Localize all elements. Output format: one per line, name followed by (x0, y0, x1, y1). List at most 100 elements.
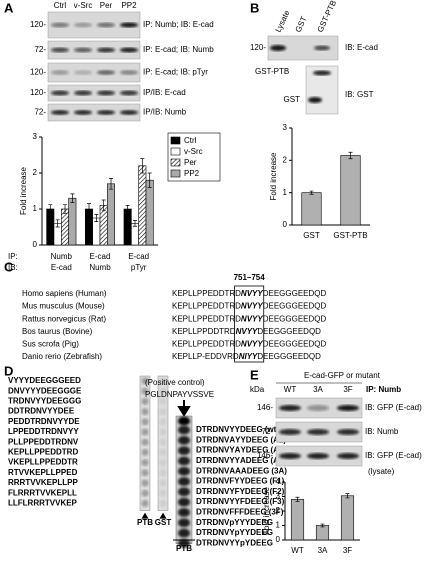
peptide: RTVVKEPLLPPED (8, 468, 78, 477)
sequence-part: NVYY (241, 289, 263, 298)
y-tick-label: 1 (283, 188, 288, 197)
sequence-part: KEPLLPPEDDTRD (172, 302, 241, 311)
sequence-part: YYDEEG (235, 435, 268, 444)
error-bar (94, 214, 99, 222)
band (51, 47, 69, 53)
band (337, 405, 359, 411)
band (307, 405, 329, 411)
y-tick-label: 0 (283, 220, 288, 229)
species: Homo sapiens (Human) (22, 289, 107, 298)
sequence-part: DTRDNV (196, 477, 230, 486)
blot-label: IP: E-cad; IB: Numb (143, 45, 214, 54)
band (51, 110, 69, 115)
legend-swatch (170, 158, 181, 167)
panel-label: D (4, 363, 13, 378)
dot (178, 487, 190, 497)
mw-marker: 120- (30, 68, 46, 77)
error-bar (109, 178, 114, 190)
sequence-part: DEEG (245, 497, 268, 506)
band (51, 70, 69, 75)
band (97, 47, 115, 53)
dot (159, 438, 167, 446)
x-tick-label: GST (303, 231, 320, 240)
dot (159, 397, 167, 405)
error-bar (345, 493, 350, 499)
mutant-label: (F3) (270, 497, 285, 506)
blot (47, 40, 141, 60)
band (74, 47, 92, 53)
dot (178, 518, 190, 528)
y-tick-label: 2 (283, 155, 288, 164)
control-seq: PGLDNPAYVSSVE (145, 390, 214, 399)
sequence-part: YYDEEG (234, 477, 267, 486)
sequence-part: DEEGGGEEDQD (263, 314, 327, 323)
sequence-part: DTRDNVYY (196, 456, 241, 465)
x-tick-label: E-cad (51, 263, 72, 272)
y-tick-label: 2 (33, 168, 38, 177)
blot (47, 103, 141, 122)
sequence-part: NVYY (241, 314, 263, 323)
bar (123, 208, 132, 246)
bar (61, 208, 69, 246)
mw-marker: 120- (30, 88, 46, 97)
sequence-part: NVYY (241, 302, 263, 311)
peptide: PEDDTRDNVYYDE (8, 417, 80, 426)
bar (145, 179, 154, 246)
mutant-label: (3A) (271, 466, 287, 475)
y-axis-label: Fold increase (262, 486, 271, 535)
dot (141, 459, 149, 467)
sequence-part: DTRDNV (196, 518, 230, 527)
peptide: DDTRDNVYYDEE (8, 407, 75, 416)
sequence-part: KEPLLP-EDDVRD (172, 352, 239, 361)
band (308, 97, 322, 103)
y-tick-label: 3 (276, 492, 281, 501)
bar (131, 223, 139, 246)
sequence-part: DEEGGGEEDQD (263, 289, 327, 298)
strip-arrow (141, 512, 149, 519)
error-bar (101, 199, 106, 212)
error-bar (86, 203, 91, 215)
mutant-label: (wt) (265, 425, 280, 434)
blot-sublabel: (lysate) (368, 467, 395, 476)
dot (178, 538, 190, 548)
dot (159, 408, 167, 416)
y-tick-label: 2 (276, 506, 281, 515)
lane-label: 3F (343, 385, 352, 394)
bar (138, 165, 147, 246)
sequence-part: DTRDNVY (196, 528, 235, 537)
band (279, 405, 301, 411)
dot (178, 497, 190, 507)
band (313, 70, 331, 76)
lane-label: WT (284, 385, 297, 394)
error-bar (147, 172, 152, 188)
sequence-part: A (229, 435, 235, 444)
lane-label: v-Src (74, 1, 93, 10)
sequence-part: DTRDNV (196, 466, 230, 475)
mutant-label: (3F) (269, 508, 284, 517)
sequence-part: pY (229, 518, 240, 527)
dot (159, 377, 167, 385)
sequence-part: F (235, 487, 240, 496)
lane-label: GST (294, 15, 309, 34)
band (97, 90, 115, 96)
peptide: RRRTVVKEPLLPP (8, 478, 78, 487)
panel-label: A (4, 0, 14, 15)
mw-marker: 72- (261, 427, 273, 436)
y-axis-label: Fold increase (19, 166, 28, 215)
species: Bos taurus (Bovine) (22, 327, 93, 336)
sequence-part: DEEG (250, 538, 273, 547)
band (279, 453, 301, 459)
dot (178, 456, 190, 466)
x-tick-label: 3F (343, 546, 352, 555)
peptide: FLRRRTVVKEPLL (8, 488, 77, 497)
dot (141, 418, 149, 426)
dot (159, 418, 167, 426)
dot (159, 387, 167, 395)
dot (178, 425, 190, 435)
band (74, 110, 92, 115)
sequence-part: DTRDNVYY (196, 497, 241, 506)
blot-label: IP: E-cad; IB: pTyr (143, 68, 208, 77)
dot (141, 479, 149, 487)
bar (92, 217, 101, 246)
